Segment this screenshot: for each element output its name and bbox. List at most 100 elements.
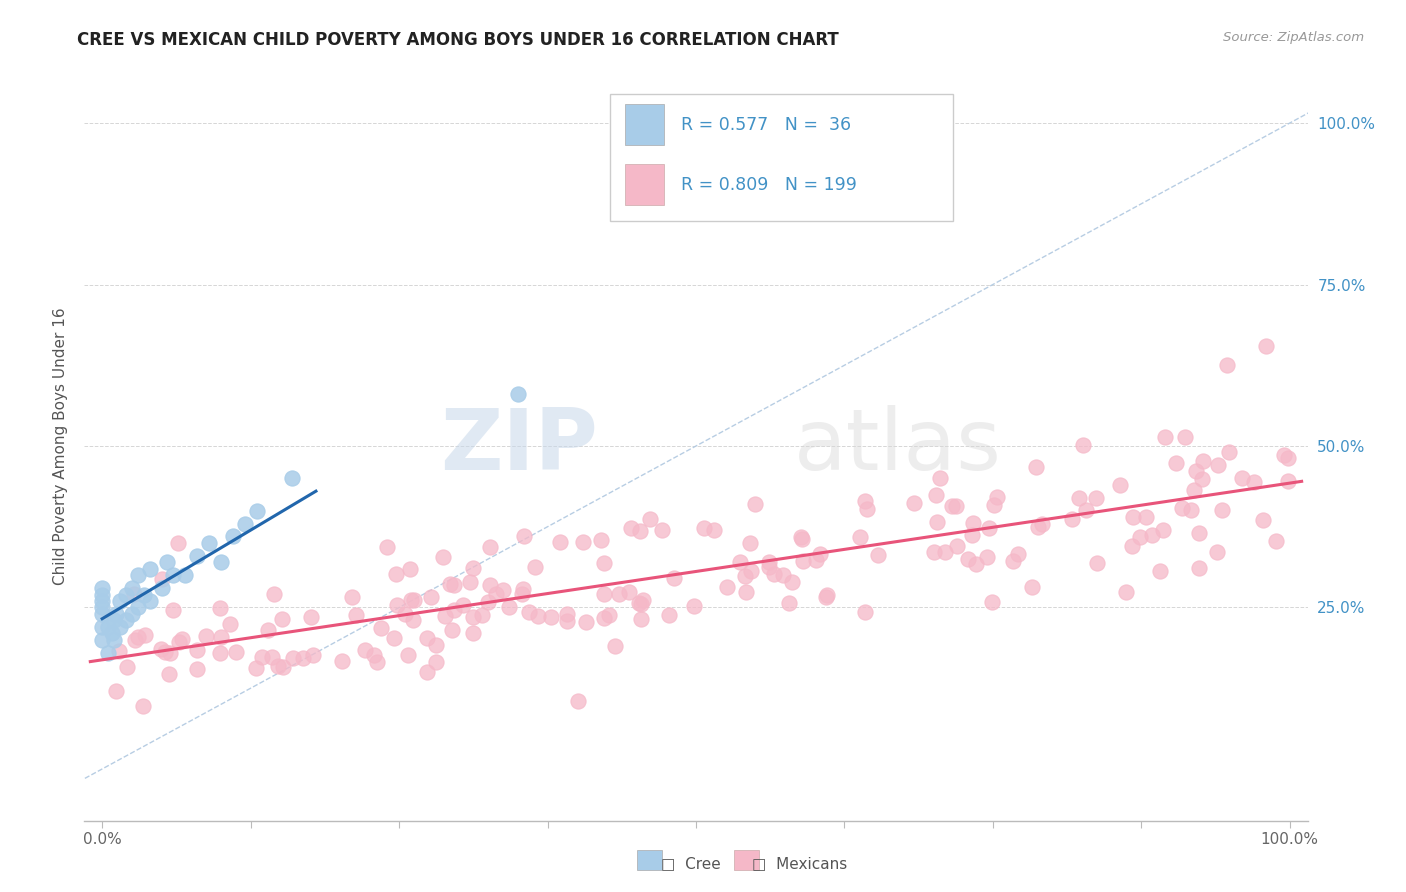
Point [808, 547, 831, 561]
Point [256, 623, 278, 637]
Point [1205, 545, 1227, 559]
Point [758, 559, 780, 574]
Point [758, 555, 780, 569]
Point [105, 607, 128, 621]
Point [260, 649, 283, 664]
Point [555, 607, 578, 622]
Point [1251, 513, 1274, 527]
Point [517, 605, 540, 619]
Point [150, 581, 173, 595]
Point [1232, 471, 1254, 485]
Bar [626, 103, 664, 145]
Point [344, 608, 367, 623]
Point [245, 660, 267, 674]
Point [1149, 564, 1171, 578]
Point [658, 608, 681, 623]
Point [638, 512, 661, 526]
Point [1021, 580, 1043, 594]
Point [299, 610, 322, 624]
Point [291, 651, 314, 665]
Point [790, 530, 813, 544]
Point [1184, 464, 1206, 478]
Point [598, 607, 620, 622]
Point [1060, 512, 1083, 526]
Point [121, 581, 143, 595]
Point [1085, 556, 1108, 570]
Point [790, 532, 813, 546]
Point [149, 641, 172, 656]
Point [628, 596, 651, 610]
Point [394, 607, 416, 621]
Point [498, 599, 520, 614]
Point [416, 665, 439, 679]
Point [1025, 459, 1047, 474]
Point [167, 536, 190, 550]
Point [1076, 503, 1098, 517]
Point [219, 616, 242, 631]
Point [155, 645, 177, 659]
Point [1122, 509, 1144, 524]
Point [1188, 526, 1211, 541]
Point [479, 540, 502, 554]
Point [167, 634, 190, 648]
Point [692, 521, 714, 535]
Point [924, 488, 946, 502]
Point [575, 615, 598, 629]
Point [225, 645, 247, 659]
Point [744, 497, 766, 511]
Point [957, 552, 980, 566]
Point [157, 666, 180, 681]
Point [420, 590, 443, 604]
Point [121, 607, 143, 621]
Point [792, 553, 814, 567]
Point [934, 545, 956, 559]
Point [91, 594, 114, 608]
Point [138, 594, 160, 608]
Point [1243, 475, 1265, 490]
Point [628, 524, 651, 538]
Point [617, 584, 640, 599]
Point [492, 582, 515, 597]
Point [853, 493, 876, 508]
Point [399, 592, 422, 607]
Point [1182, 483, 1205, 497]
Point [263, 587, 285, 601]
Point [925, 515, 948, 529]
Point [209, 631, 232, 645]
Point [571, 535, 593, 549]
Text: R = 0.809   N = 199: R = 0.809 N = 199 [682, 177, 858, 194]
Point [651, 524, 673, 538]
Point [198, 536, 221, 550]
Point [233, 516, 256, 531]
Point [115, 614, 138, 628]
Point [662, 571, 685, 585]
Point [986, 490, 1008, 504]
Point [1069, 491, 1091, 505]
Point [778, 596, 800, 610]
Point [209, 601, 232, 615]
Point [91, 632, 114, 647]
Text: Source: ZipAtlas.com: Source: ZipAtlas.com [1223, 31, 1364, 45]
Point [385, 566, 408, 581]
Point [1254, 339, 1277, 353]
Point [186, 662, 208, 676]
Point [1129, 530, 1152, 544]
Point [962, 516, 984, 530]
Point [461, 625, 484, 640]
Point [194, 629, 217, 643]
Point [122, 587, 145, 601]
Point [683, 599, 706, 614]
Point [1174, 429, 1197, 443]
Point [849, 530, 872, 544]
Point [382, 631, 405, 645]
Text: □  Mexicans: □ Mexicans [752, 856, 848, 871]
Point [404, 593, 426, 607]
Point [804, 553, 827, 567]
Point [1121, 539, 1143, 553]
Point [1218, 444, 1240, 458]
Text: CREE VS MEXICAN CHILD POVERTY AMONG BOYS UNDER 16 CORRELATION CHART: CREE VS MEXICAN CHILD POVERTY AMONG BOYS… [77, 31, 839, 49]
Point [439, 577, 461, 591]
Point [1264, 534, 1286, 549]
Bar [734, 850, 759, 870]
Point [1277, 451, 1299, 466]
